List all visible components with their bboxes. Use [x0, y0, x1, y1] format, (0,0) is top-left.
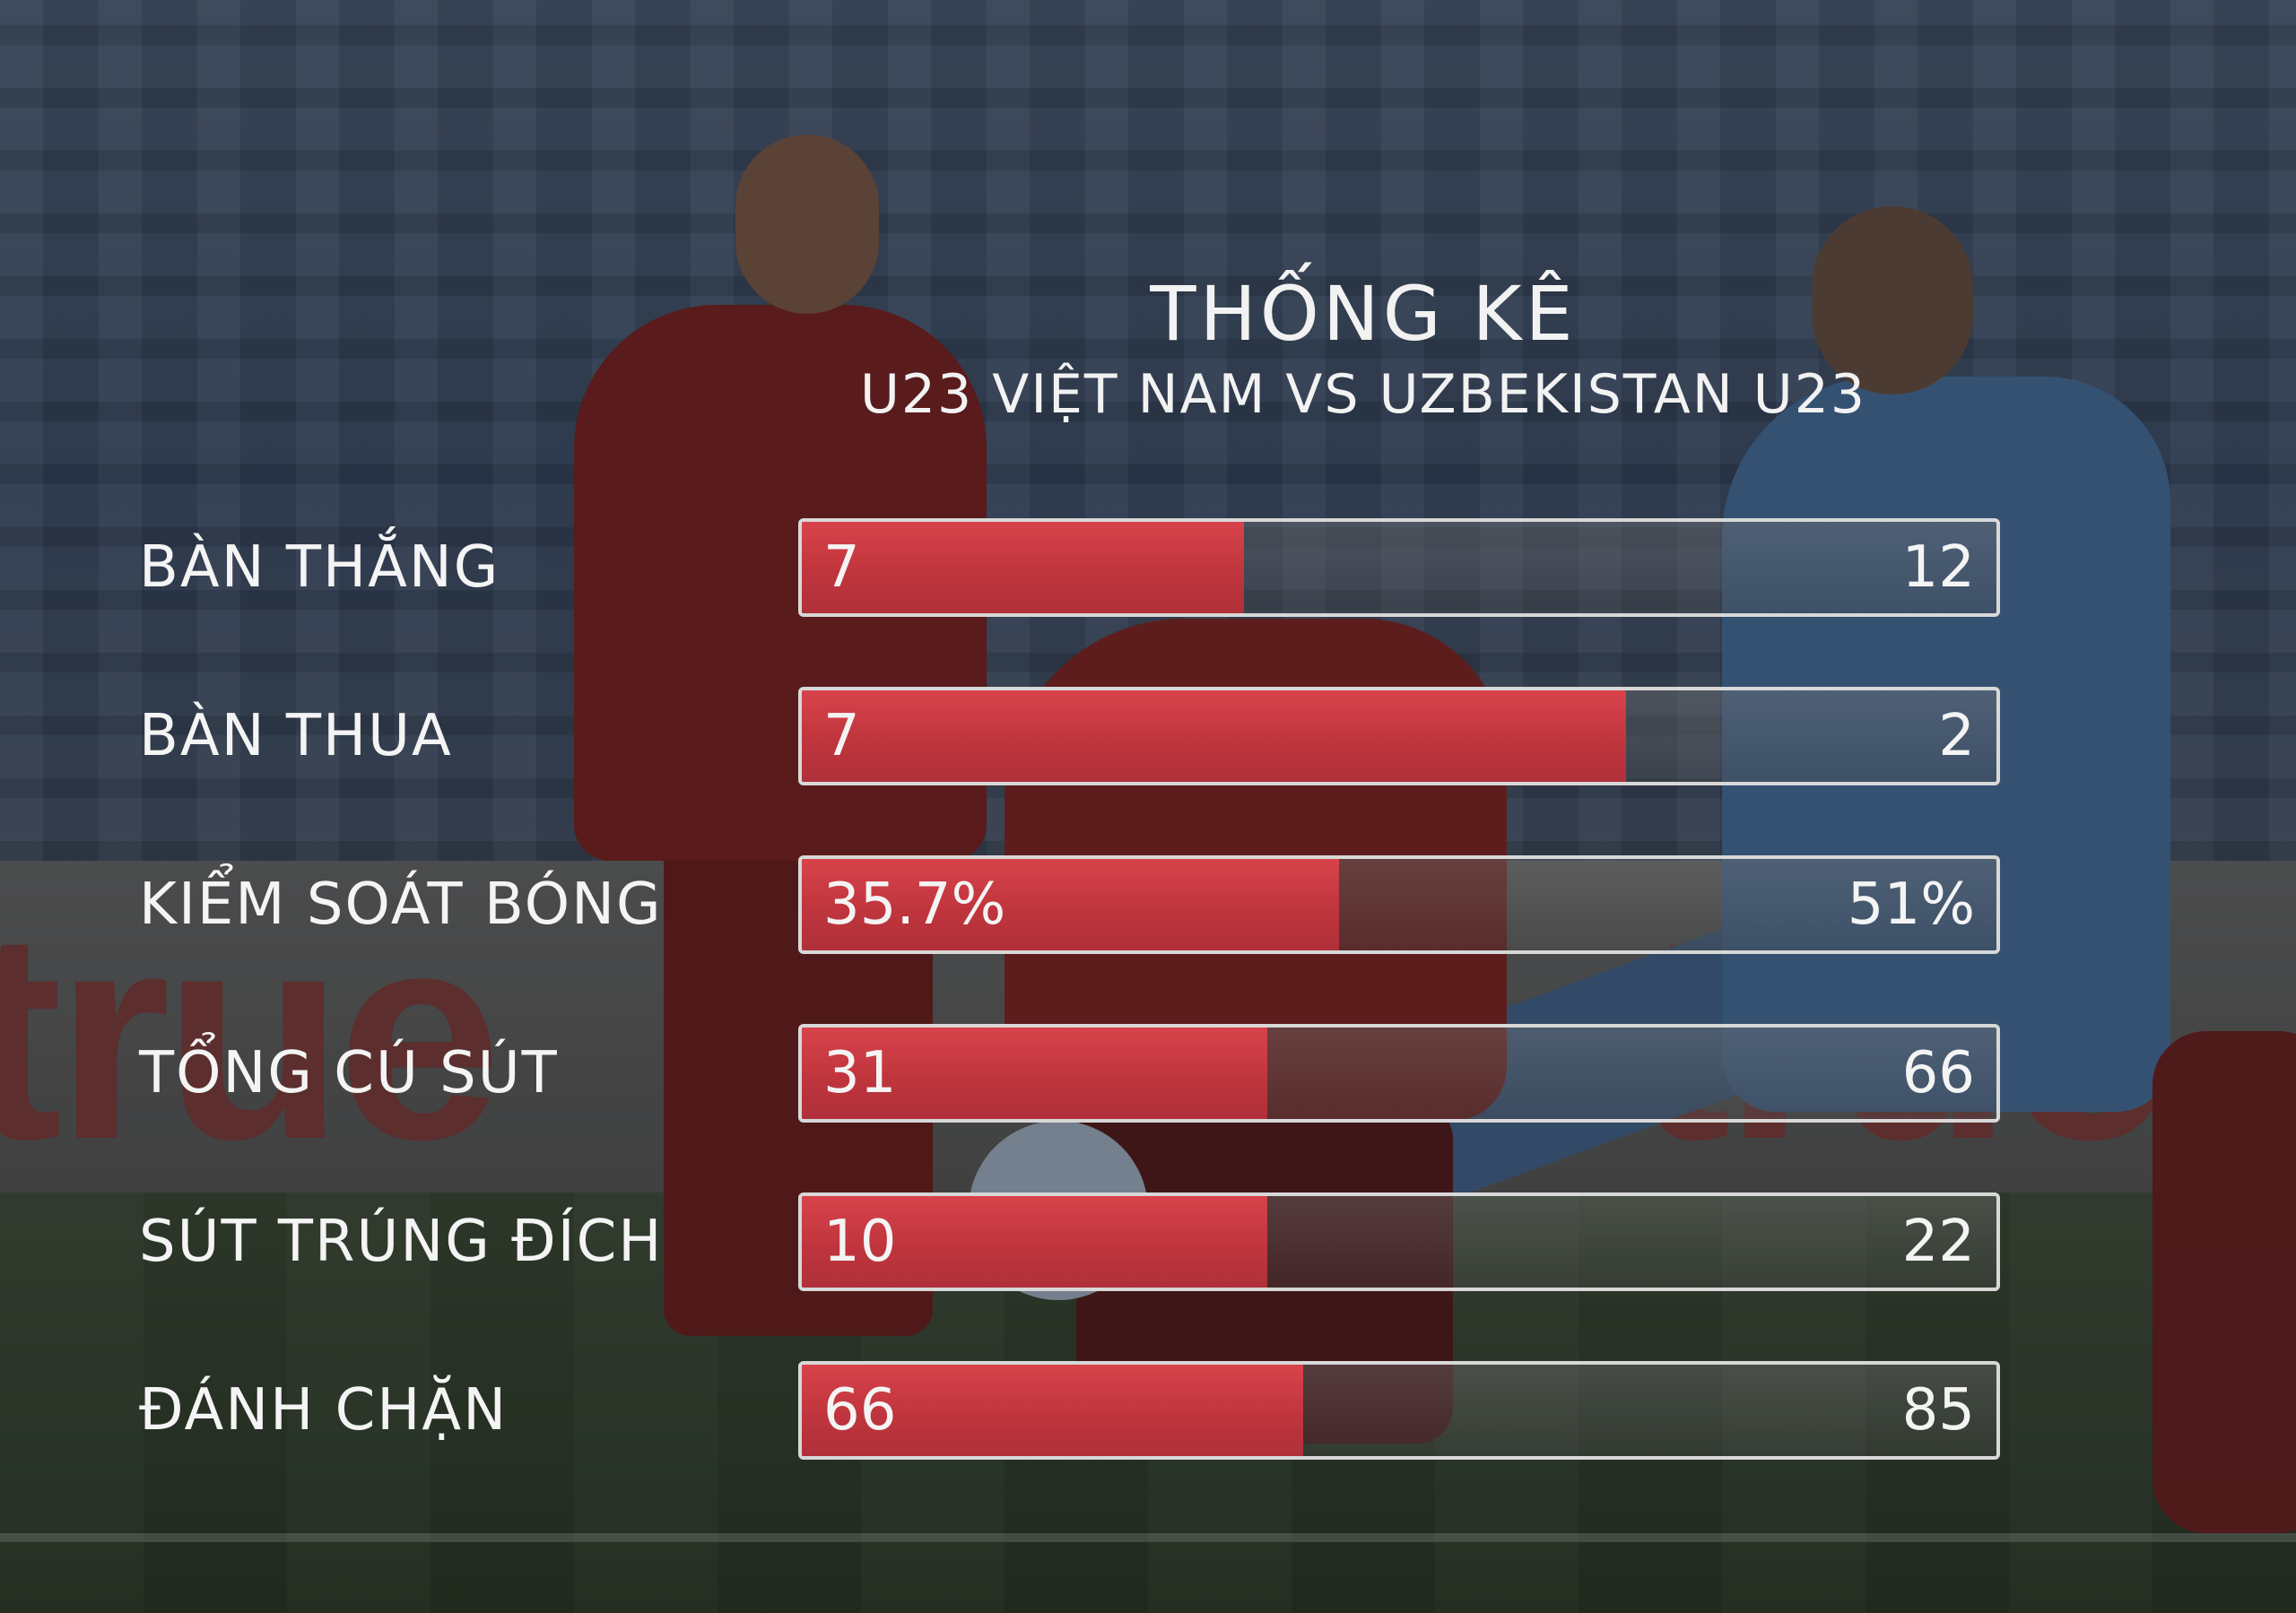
player-blue-head	[1812, 206, 1973, 395]
player-blue	[1722, 377, 2170, 1112]
player-red-right	[2152, 1031, 2296, 1533]
stat-label: KIỂM SOÁT BÓNG	[139, 872, 663, 938]
chart-subtitle: U23 VIỆT NAM VS UZBEKISTAN U23	[859, 363, 1867, 426]
stat-value-vietnam: 35.7%	[823, 872, 1006, 938]
stat-value-vietnam: 7	[823, 703, 860, 769]
stat-value-uzbekistan: 12	[1901, 534, 1975, 601]
stat-label: TỔNG CÚ SÚT	[139, 1040, 559, 1106]
stat-value-uzbekistan: 85	[1901, 1377, 1975, 1444]
stat-value-vietnam: 7	[823, 534, 860, 601]
stat-value-uzbekistan: 2	[1938, 703, 1975, 769]
stat-bar: 66 85	[798, 1361, 2000, 1460]
stat-bar: 10 22	[798, 1192, 2000, 1291]
stat-value-uzbekistan: 66	[1901, 1040, 1975, 1106]
stat-bar-fill-vietnam	[802, 1028, 1268, 1119]
stat-value-uzbekistan: 51%	[1847, 872, 1975, 938]
stat-bar: 35.7% 51%	[798, 855, 2000, 954]
stat-bar-fill-vietnam	[802, 1365, 1304, 1456]
stat-label: BÀN THẮNG	[139, 534, 500, 601]
chart-title: THỐNG KÊ	[1150, 270, 1577, 358]
stat-bar: 7 12	[798, 518, 2000, 617]
stat-label: SÚT TRÚNG ĐÍCH	[139, 1209, 664, 1275]
stat-value-vietnam: 31	[823, 1040, 897, 1106]
pitch-line	[0, 1533, 2296, 1542]
stat-bar-fill-vietnam	[802, 690, 1627, 782]
player-red-left-head	[735, 134, 879, 314]
stat-value-vietnam: 10	[823, 1209, 897, 1275]
advertising-logo-left: true	[0, 870, 501, 1201]
stat-bar-fill-vietnam	[802, 1196, 1268, 1288]
stat-bar: 31 66	[798, 1024, 2000, 1123]
stat-value-vietnam: 66	[823, 1377, 897, 1444]
stat-bar-fill-vietnam	[802, 859, 1340, 950]
stat-label: BÀN THUA	[139, 703, 453, 769]
stat-label: ĐÁNH CHẶN	[139, 1377, 509, 1444]
stat-bar-fill-vietnam	[802, 522, 1244, 613]
stat-value-uzbekistan: 22	[1901, 1209, 1975, 1275]
